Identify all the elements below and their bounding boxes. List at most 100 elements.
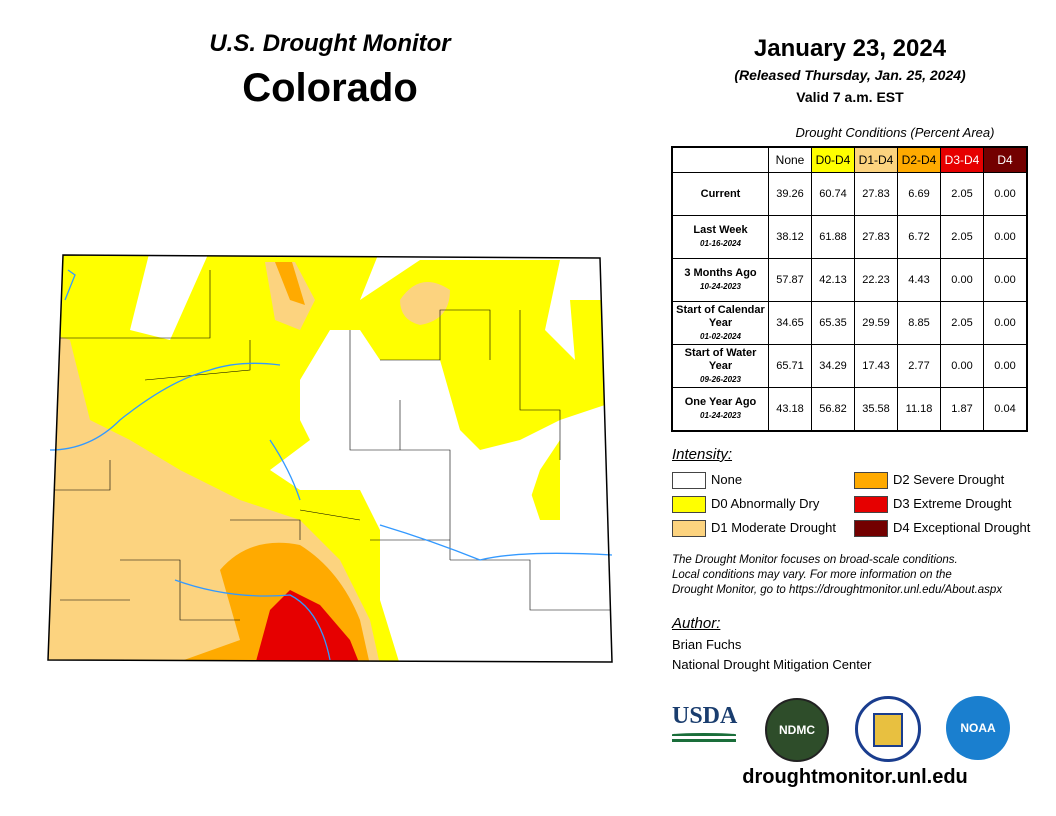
monitor-title: U.S. Drought Monitor: [209, 30, 451, 57]
table-cell: 11.18: [897, 387, 941, 432]
row-label: One Year Ago 01-24-2023: [671, 387, 769, 432]
column-header: D4: [983, 146, 1028, 173]
row-label: Start of Calendar Year 01-02-2024: [671, 301, 769, 345]
legend-swatch: [672, 472, 706, 489]
state-title: Colorado: [242, 66, 418, 110]
website-link[interactable]: droughtmonitor.unl.edu: [742, 766, 968, 788]
table-cell: 0.00: [983, 258, 1028, 302]
table-cell: 17.43: [854, 344, 898, 388]
drought-conditions-table: None D0-D4 D1-D4 D2-D4 D3-D4 D4 Current 39.26 6…: [671, 146, 1028, 432]
header-blank: [672, 147, 769, 173]
row-label: Current: [671, 172, 769, 216]
legend-label: D1 Moderate Drought: [711, 520, 837, 535]
table-cell: 22.23: [854, 258, 898, 302]
table-cell: 2.77: [897, 344, 941, 388]
row-label-text: One Year Ago: [684, 396, 757, 408]
table-cell: 65.35: [811, 301, 855, 345]
table-cell: 4.43: [897, 258, 941, 302]
county-boundaries: [50, 270, 612, 621]
note-line: Drought Monitor, go to https://droughtmo…: [672, 584, 1003, 596]
colorado-drought-map: [47, 254, 613, 663]
table-cell: 2.05: [940, 215, 984, 259]
table-cell: 34.65: [768, 301, 812, 345]
table-cell: 2.05: [940, 301, 984, 345]
table-cell: 6.72: [897, 215, 941, 259]
table-cell: 65.71: [768, 344, 812, 388]
map-date: January 23, 2024: [753, 35, 947, 62]
table-cell: 0.00: [983, 215, 1028, 259]
table-cell: 60.74: [811, 172, 855, 216]
table-caption: Drought Conditions (Percent Area): [795, 125, 995, 140]
commerce-seal-logo: [855, 696, 921, 762]
legend-label: D2 Severe Drought: [893, 472, 1005, 487]
table-row: Current 39.26 60.74 27.83 6.69 2.05 0.00: [671, 172, 1028, 216]
table-row: 3 Months Ago 10-24-2023 57.87 42.13 22.23 4.4…: [671, 258, 1028, 302]
table-cell: 1.87: [940, 387, 984, 432]
usda-logo: USDA: [672, 703, 737, 747]
table-row: Start of Calendar Year 01-02-2024 34.65 65.…: [671, 301, 1028, 345]
disclaimer-note: The Drought Monitor focuses on broad-sca…: [672, 553, 1002, 598]
legend-swatch: [672, 496, 706, 513]
table-row: Last Week 01-16-2024 38.12 61.88 27.83 6.72 2.…: [671, 215, 1028, 259]
legend-title: Intensity:: [672, 446, 733, 463]
legend-swatch: [854, 472, 888, 489]
author-title: Author:: [672, 615, 721, 632]
table-row: One Year Ago 01-24-2023 43.18 56.82 35.58 11.…: [671, 387, 1028, 432]
column-header: D0-D4: [811, 146, 855, 173]
row-label-text: Last Week: [693, 224, 748, 236]
legend-swatch: [854, 496, 888, 513]
release-date: (Released Thursday, Jan. 25, 2024): [734, 67, 966, 83]
note-line: Local conditions may vary. For more info…: [672, 569, 952, 581]
author-name: Brian Fuchs: [672, 637, 742, 652]
map-d1-area: [48, 262, 450, 662]
table-cell: 6.69: [897, 172, 941, 216]
row-date: 01-16-2024: [700, 239, 741, 248]
table-cell: 0.00: [983, 172, 1028, 216]
table-cell: 57.87: [768, 258, 812, 302]
table-cell: 34.29: [811, 344, 855, 388]
table-cell: 27.83: [854, 215, 898, 259]
legend-label: D0 Abnormally Dry: [711, 496, 820, 511]
map-d0-hole-white: [480, 420, 560, 500]
table-cell: 0.04: [983, 387, 1028, 432]
table-cell: 0.00: [940, 258, 984, 302]
column-header: D3-D4: [940, 146, 984, 173]
ndmc-logo: NDMC: [765, 698, 829, 762]
table-cell: 39.26: [768, 172, 812, 216]
table-cell: 2.05: [940, 172, 984, 216]
column-header: None: [768, 146, 812, 173]
table-row: Start of Water Year 09-26-2023 65.71 34.29 1…: [671, 344, 1028, 388]
legend-label: None: [711, 472, 743, 487]
table-cell: 0.00: [983, 301, 1028, 345]
table-cell: 61.88: [811, 215, 855, 259]
valid-time: Valid 7 a.m. EST: [796, 89, 904, 105]
row-date: 01-24-2023: [700, 411, 741, 420]
row-label: Last Week 01-16-2024: [671, 215, 769, 259]
colorado-border: [47, 254, 613, 663]
legend-swatch: [854, 520, 888, 537]
table-cell: 29.59: [854, 301, 898, 345]
row-label-text: Start of Calendar Year: [676, 303, 765, 329]
table-cell: 0.00: [940, 344, 984, 388]
row-label-text: Start of Water Year: [684, 346, 757, 372]
noaa-logo: NOAA: [946, 696, 1010, 760]
row-label-text: 3 Months Ago: [684, 267, 757, 279]
row-date: 09-26-2023: [700, 374, 741, 384]
column-header: D1-D4: [854, 146, 898, 173]
table-cell: 56.82: [811, 387, 855, 432]
column-header: D2-D4: [897, 146, 941, 173]
table-cell: 42.13: [811, 258, 855, 302]
table-cell: 27.83: [854, 172, 898, 216]
legend-label: D4 Exceptional Drought: [893, 520, 1031, 535]
map-d3-area: [255, 590, 360, 662]
legend-swatch: [672, 520, 706, 537]
legend-label: D3 Extreme Drought: [893, 496, 1012, 511]
table-cell: 43.18: [768, 387, 812, 432]
note-line: The Drought Monitor focuses on broad-sca…: [672, 554, 958, 566]
row-label: Start of Water Year 09-26-2023: [671, 344, 769, 388]
row-label: 3 Months Ago 10-24-2023: [671, 258, 769, 302]
table-cell: 35.58: [854, 387, 898, 432]
row-date: 01-02-2024: [700, 331, 741, 341]
rivers: [49, 269, 613, 661]
table-cell: 38.12: [768, 215, 812, 259]
